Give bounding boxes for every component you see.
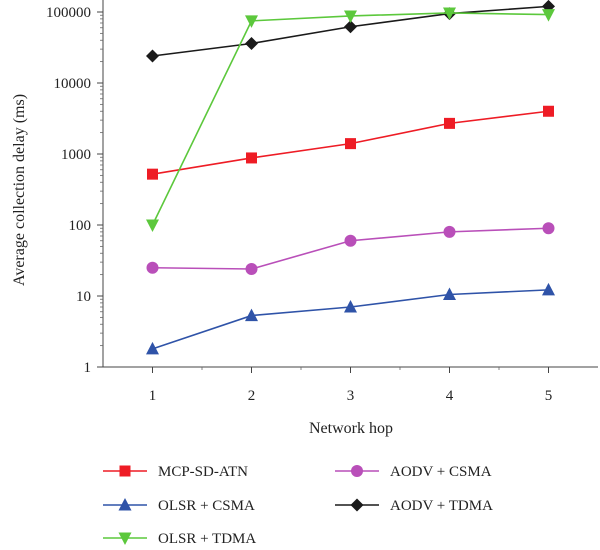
series-olsr-csma — [146, 282, 555, 355]
legend-item: MCP-SD-ATN — [103, 464, 248, 480]
data-point — [542, 0, 555, 13]
legend-marker — [350, 498, 364, 512]
axes: 1 10 100 1000 10000 100000 1 2 3 4 5 — [46, 0, 598, 404]
legend-label: AODV + TDMA — [390, 498, 493, 514]
series-line — [152, 289, 549, 350]
series-olsr-tdma — [146, 7, 555, 232]
x-tick-label: 2 — [248, 388, 256, 404]
y-tick-label: 10 — [76, 289, 91, 305]
x-tick-label: 4 — [446, 388, 454, 404]
data-point — [146, 219, 159, 232]
data-point — [245, 37, 258, 51]
legend-label: OLSR + TDMA — [158, 531, 256, 547]
data-point — [443, 225, 456, 238]
x-tick-label: 5 — [545, 388, 553, 404]
data-point — [542, 282, 555, 296]
data-point — [344, 299, 357, 313]
y-tick-label: 1 — [84, 360, 92, 376]
y-tick-label: 100000 — [46, 5, 91, 21]
x-tick-label: 3 — [347, 388, 355, 404]
data-point — [146, 49, 159, 63]
data-point — [443, 7, 456, 20]
series-aodv-csma — [146, 222, 555, 276]
data-point — [345, 138, 356, 150]
y-tick-label: 100 — [69, 218, 92, 234]
data-point — [542, 222, 555, 235]
legend-marker — [351, 465, 363, 477]
data-point — [344, 10, 357, 23]
series-mcp-sd-atn — [147, 105, 554, 180]
legend-label: AODV + CSMA — [390, 464, 492, 480]
legend-label: MCP-SD-ATN — [158, 464, 248, 480]
data-point — [344, 20, 357, 34]
y-axis-title: Average collection delay (ms) — [11, 94, 28, 286]
series-line — [152, 227, 549, 270]
data-point — [543, 105, 554, 117]
y-tick-label: 10000 — [54, 76, 92, 92]
legend-item: OLSR + TDMA — [103, 531, 256, 547]
legend-marker — [119, 465, 131, 477]
data-point — [146, 341, 159, 355]
data-point — [146, 261, 159, 274]
data-point — [245, 263, 258, 276]
series-aodv-tdma — [146, 0, 555, 63]
x-axis-title: Network hop — [309, 420, 393, 437]
data-point — [443, 287, 456, 300]
legend-label: OLSR + CSMA — [158, 498, 255, 514]
data-point — [542, 9, 555, 22]
legend: MCP-SD-ATN AODV + CSMA OLSR + CSMA AODV + T… — [103, 464, 493, 547]
legend-marker — [118, 498, 132, 511]
data-point — [246, 152, 257, 164]
legend-item: OLSR + CSMA — [103, 498, 255, 514]
legend-marker — [118, 532, 132, 545]
data-point — [444, 117, 455, 129]
data-point — [245, 308, 258, 322]
x-tick-label: 1 — [149, 388, 157, 404]
y-tick-label: 1000 — [61, 147, 91, 163]
legend-item: AODV + CSMA — [335, 464, 492, 480]
data-point — [147, 168, 158, 180]
legend-item: AODV + TDMA — [335, 498, 493, 514]
series-layer — [146, 0, 555, 355]
data-point — [245, 15, 258, 28]
data-point — [344, 234, 357, 247]
